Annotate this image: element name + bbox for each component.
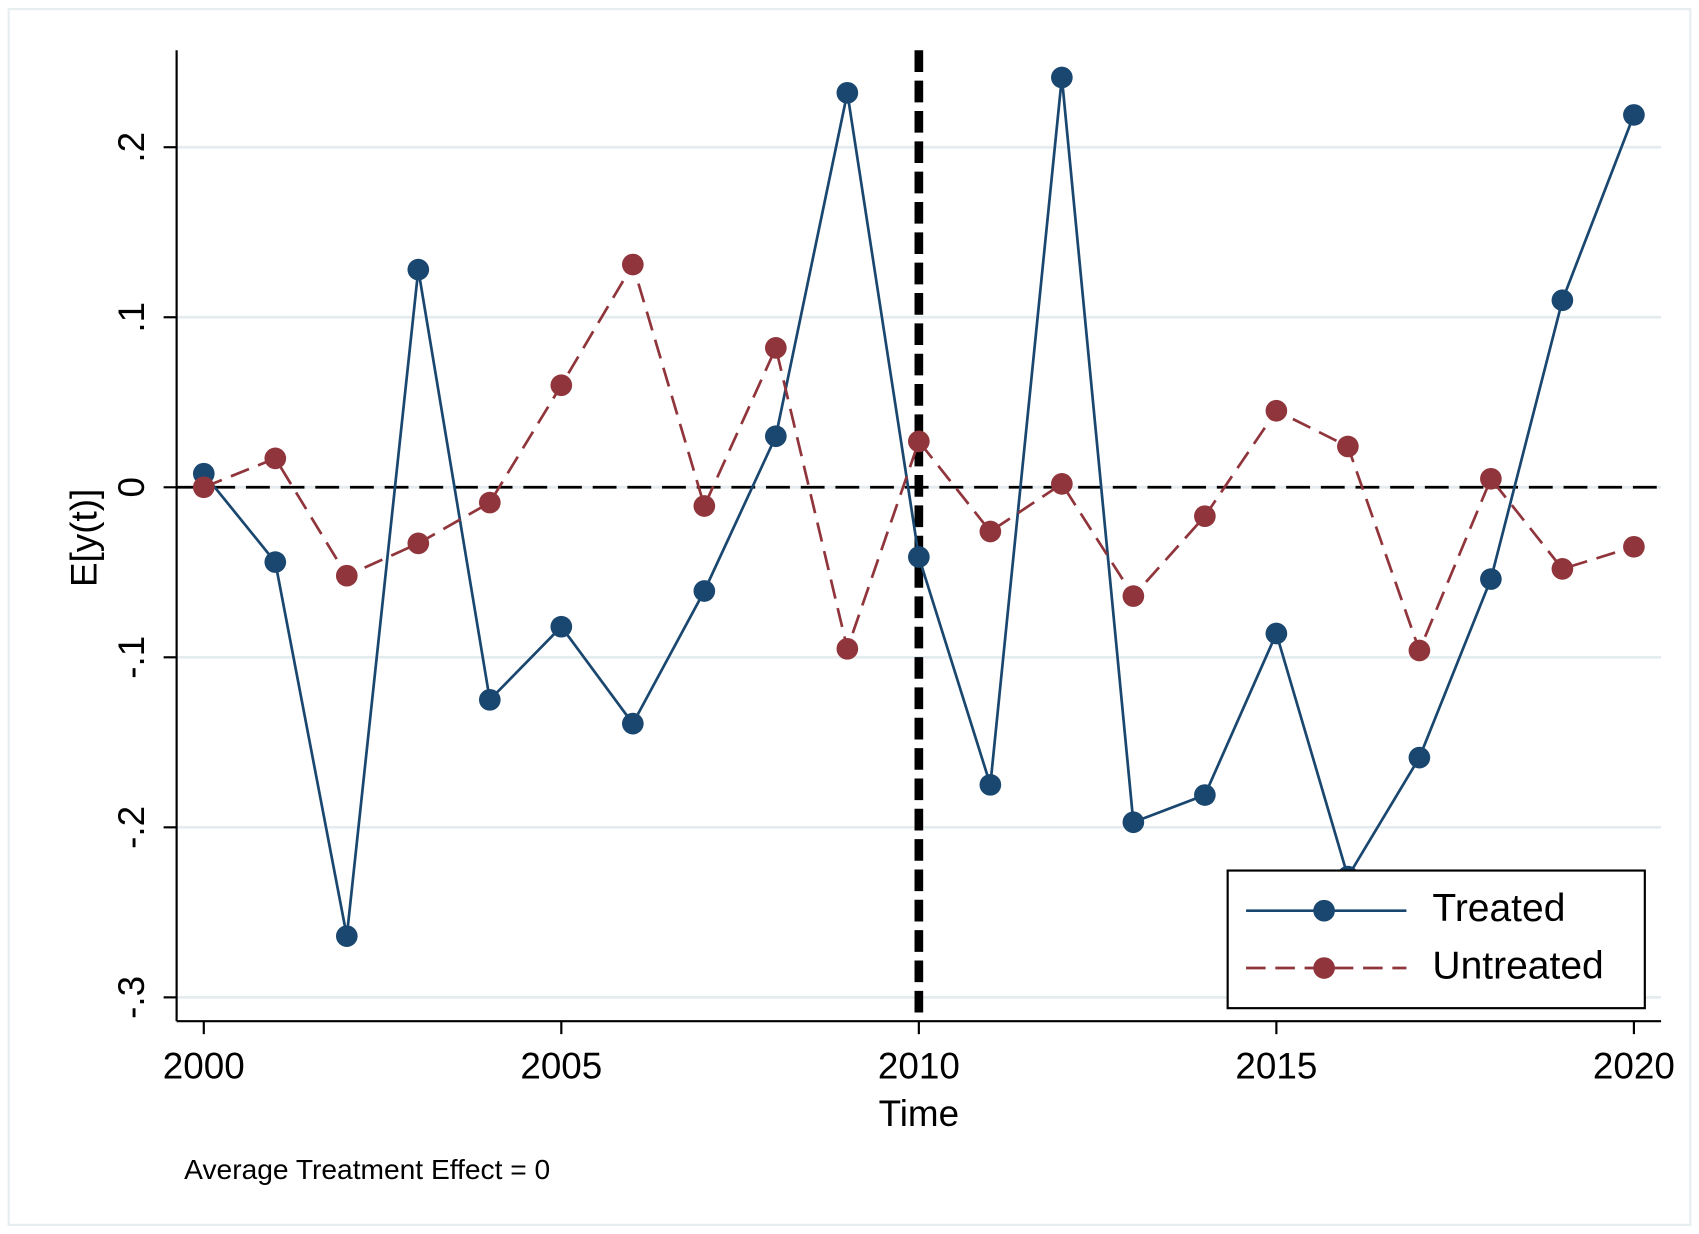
point — [1623, 535, 1645, 558]
point — [1122, 585, 1145, 607]
point — [1194, 784, 1216, 806]
point — [693, 495, 716, 517]
point — [1051, 66, 1073, 89]
y-tick-label: -.1 — [111, 636, 152, 679]
point — [765, 337, 787, 359]
point — [1551, 289, 1574, 312]
x-tick-label: 2020 — [1593, 1046, 1675, 1087]
point — [1551, 558, 1574, 580]
point — [264, 551, 287, 573]
point — [1623, 104, 1645, 126]
legend-box — [1226, 869, 1646, 1010]
point — [335, 925, 358, 947]
point — [550, 374, 573, 397]
point — [550, 615, 573, 638]
y-tick-label: 0 — [111, 477, 152, 497]
point — [192, 476, 215, 499]
point — [908, 430, 930, 453]
point — [765, 425, 787, 448]
point — [407, 258, 430, 281]
point — [693, 580, 716, 602]
y-tick-label: -.3 — [111, 976, 152, 1019]
x-tick-label: 2015 — [1235, 1046, 1317, 1087]
point — [1265, 622, 1288, 645]
point — [979, 520, 1002, 543]
point — [621, 253, 644, 276]
point — [836, 81, 859, 104]
y-tick-label: .2 — [111, 132, 152, 163]
point — [621, 712, 644, 735]
point — [478, 491, 501, 514]
legend-label: Untreated — [1432, 944, 1603, 987]
legend-marker — [1313, 957, 1335, 979]
point — [478, 688, 501, 711]
frame — [7, 8, 1692, 1226]
point — [1480, 568, 1502, 590]
x-tick-label: 2005 — [520, 1046, 602, 1087]
x-tick-label: 2010 — [878, 1046, 960, 1087]
legend-label: Treated — [1432, 887, 1565, 930]
x-axis-label: Time — [879, 1093, 959, 1134]
point — [1051, 473, 1073, 495]
point — [836, 637, 859, 660]
point — [1194, 505, 1216, 528]
note: Average Treatment Effect = 0 — [184, 1153, 550, 1185]
legend-marker — [1313, 899, 1335, 922]
point — [407, 532, 430, 555]
y-tick-label: -.2 — [111, 806, 152, 849]
point — [1480, 467, 1502, 490]
point — [1122, 811, 1145, 834]
point — [979, 773, 1002, 796]
point — [908, 546, 930, 568]
x-tick-label: 2000 — [163, 1046, 245, 1087]
y-tick-label: .1 — [111, 302, 152, 333]
y-axis-label: E[y(t)] — [63, 489, 104, 587]
point — [1265, 399, 1288, 422]
point — [1408, 746, 1431, 769]
point — [1408, 639, 1431, 662]
point — [264, 447, 287, 470]
point — [335, 564, 358, 587]
series-line — [203, 261, 1635, 655]
point — [1337, 435, 1359, 458]
